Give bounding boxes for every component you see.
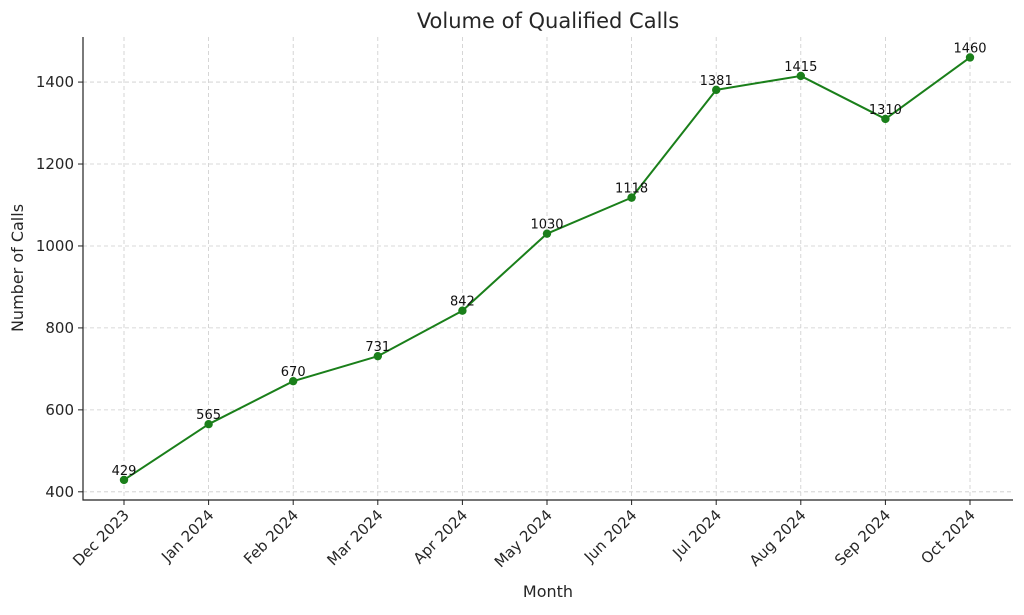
x-tick-label: May 2024 — [491, 506, 556, 571]
data-label: 1415 — [784, 60, 817, 75]
data-point — [965, 53, 975, 62]
x-tick-label: Sep 2024 — [831, 506, 894, 569]
x-tick-label: Jul 2024 — [668, 506, 725, 563]
grid-layer — [83, 37, 1013, 500]
data-label: 1381 — [700, 74, 733, 89]
data-label: 842 — [450, 295, 475, 310]
data-point — [627, 193, 636, 202]
data-labels-layer: 429 565 670 731 842 1030 1118 1381 1415 1310 1460 — [112, 41, 987, 478]
data-point — [289, 376, 298, 386]
data-label: 565 — [196, 408, 221, 423]
series-layer — [119, 53, 975, 485]
x-axis-label: Month — [523, 582, 573, 601]
x-tick-label: Oct 2024 — [917, 506, 978, 567]
y-tick-label: 600 — [45, 401, 74, 419]
data-point — [796, 71, 805, 81]
data-label: 670 — [281, 365, 306, 380]
data-label: 1118 — [615, 182, 648, 197]
x-tick-label: Dec 2023 — [69, 506, 133, 570]
x-tick-label: Mar 2024 — [324, 506, 387, 569]
data-point — [373, 351, 382, 361]
x-tick-label: Feb 2024 — [240, 506, 302, 568]
x-tick-label: Jun 2024 — [580, 506, 640, 566]
chart-title: Volume of Qualified Calls — [417, 9, 679, 33]
x-tick-label: Aug 2024 — [746, 506, 810, 570]
x-tick-label: Apr 2024 — [410, 506, 471, 567]
x-tick-label: Jan 2024 — [157, 506, 217, 566]
data-label: 1460 — [953, 41, 986, 56]
data-point — [204, 419, 213, 429]
data-point — [458, 306, 467, 315]
y-tick-label: 1400 — [36, 73, 74, 91]
data-point — [881, 114, 890, 124]
data-label: 1030 — [530, 218, 563, 233]
data-point — [542, 229, 552, 238]
data-point — [119, 475, 129, 485]
y-tick-label: 1000 — [36, 237, 74, 255]
y-tick-label: 1200 — [36, 155, 74, 173]
data-label: 1310 — [869, 103, 902, 118]
y-axis-label: Number of Calls — [8, 204, 27, 332]
y-tick-label: 400 — [45, 483, 74, 501]
axis-spine — [82, 37, 1013, 501]
axes-layer: Dec 2023 Jan 2024 Feb 2024 Mar 2024 Apr 2024… — [36, 37, 1013, 571]
data-point — [712, 85, 721, 95]
y-tick-label: 800 — [45, 319, 74, 337]
data-label: 429 — [112, 464, 137, 479]
data-label: 731 — [365, 340, 390, 355]
